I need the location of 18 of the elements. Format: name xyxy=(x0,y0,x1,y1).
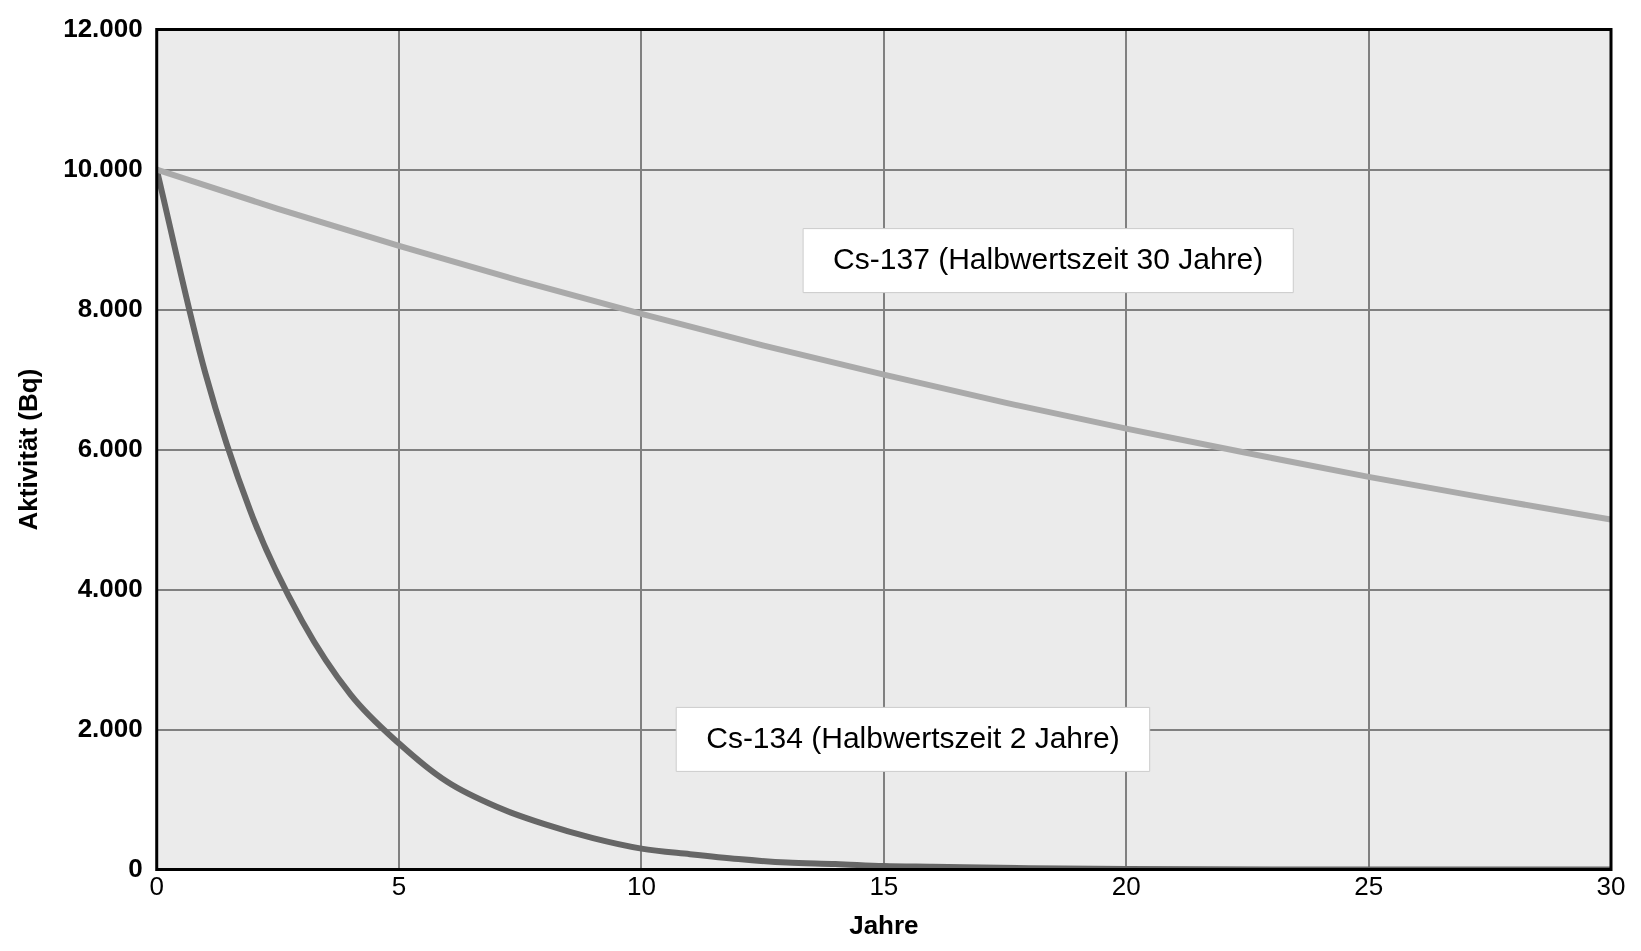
y-tick-label: 10.000 xyxy=(63,152,143,183)
x-tick-label: 0 xyxy=(149,871,164,902)
y-tick-label: 4.000 xyxy=(77,572,143,603)
x-tick-label: 20 xyxy=(1111,871,1141,902)
y-tick-label: 8.000 xyxy=(77,292,143,323)
x-tick-label: 25 xyxy=(1354,871,1384,902)
x-axis-title: Jahre xyxy=(849,909,919,940)
annotation: Cs-137 (Halbwertszeit 30 Jahre) xyxy=(833,241,1264,275)
x-tick-label: 30 xyxy=(1596,871,1626,902)
x-tick-label: 5 xyxy=(391,871,407,902)
y-axis-title: Aktivität (Bq) xyxy=(12,368,43,531)
y-tick-label: 6.000 xyxy=(77,432,143,463)
x-tick-label: 15 xyxy=(869,871,899,902)
y-tick-label: 0 xyxy=(128,852,143,883)
y-tick-label: 2.000 xyxy=(77,712,143,743)
annotation: Cs-134 (Halbwertszeit 2 Jahre) xyxy=(706,720,1120,754)
x-tick-label: 10 xyxy=(627,871,656,902)
y-tick-label: 12.000 xyxy=(63,12,143,43)
